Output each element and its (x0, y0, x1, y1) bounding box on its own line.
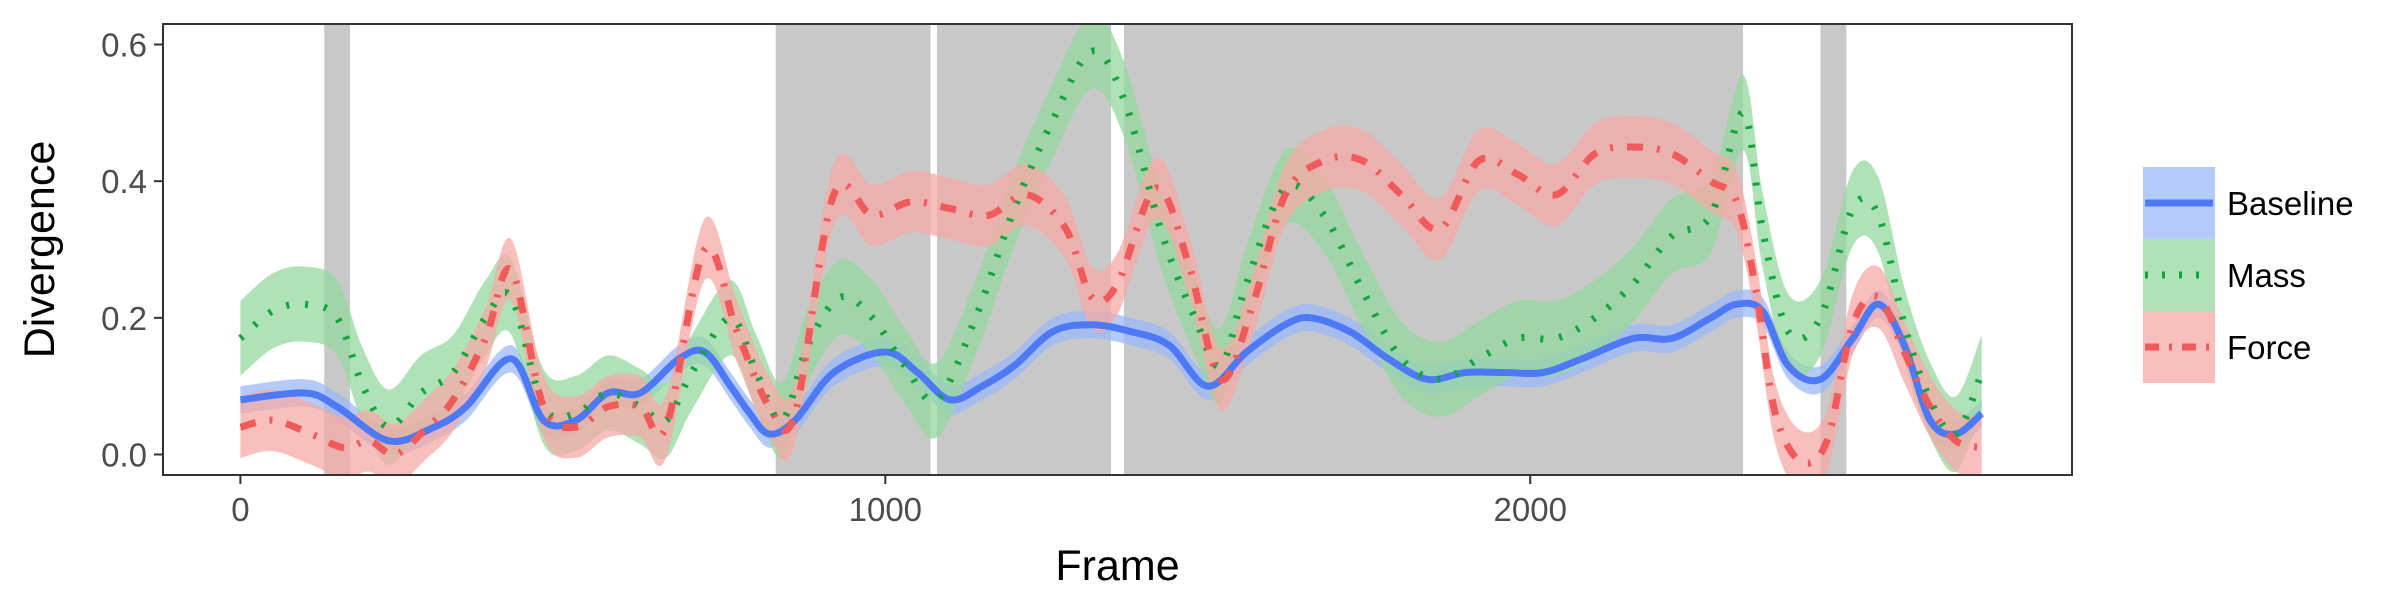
y-tick-label: 0.0 (101, 437, 147, 474)
x-axis: 0 1000 2000 (231, 475, 1567, 528)
legend-item-mass: Mass (2143, 239, 2306, 311)
baseline-series-line (240, 299, 1985, 445)
legend-label: Force (2227, 329, 2311, 366)
mass-series-line (238, 47, 1985, 439)
plot-panel-border (162, 23, 2073, 476)
series-lines (238, 47, 1985, 467)
y-tick-label: 0.2 (101, 300, 147, 337)
legend: Baseline Mass Force (2143, 167, 2354, 383)
x-tick-label: 2000 (1494, 491, 1567, 528)
x-tick-label: 1000 (849, 491, 922, 528)
legend-label: Baseline (2227, 185, 2354, 222)
mass-confidence-band (240, 24, 1982, 473)
y-axis-title: Divergence (16, 141, 64, 359)
force-series-line (239, 143, 1983, 467)
y-axis: 0.0 0.2 0.4 0.6 (101, 27, 163, 474)
y-tick-label: 0.4 (101, 163, 147, 200)
x-axis-title: Frame (1055, 542, 1179, 590)
y-tick-label: 0.6 (101, 27, 147, 64)
legend-label: Mass (2227, 257, 2306, 294)
legend-item-force: Force (2143, 311, 2311, 383)
x-tick-label: 0 (231, 491, 249, 528)
legend-item-baseline: Baseline (2143, 167, 2354, 239)
